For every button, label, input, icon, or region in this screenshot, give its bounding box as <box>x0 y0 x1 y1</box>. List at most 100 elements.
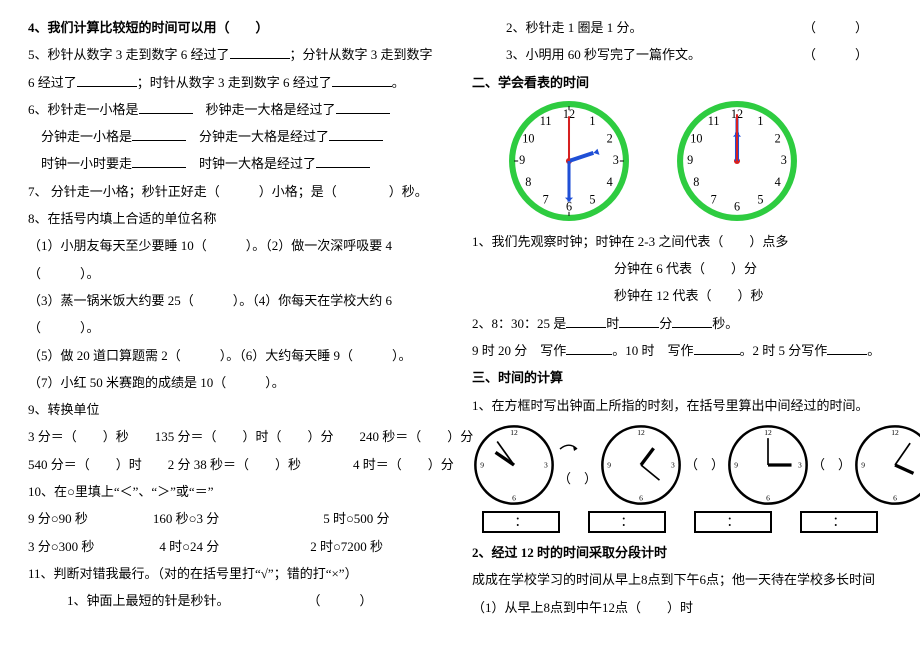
arrow-paren-1: （ ） <box>558 438 597 493</box>
q5-line2: 6 经过了；时针从数字 3 走到数字 6 经过了。 <box>28 69 458 96</box>
r830a: 2、8：30：25 是 <box>472 316 566 331</box>
r-830: 2、8：30：25 是 时 分 秒。 <box>472 310 908 337</box>
svg-text:9: 9 <box>687 153 693 167</box>
r3: 3、小明用 60 秒写完了一篇作文。 <box>506 47 701 62</box>
svg-text:10: 10 <box>522 131 534 145</box>
svg-text:9: 9 <box>861 460 865 469</box>
blank[interactable] <box>827 342 867 355</box>
svg-text:1: 1 <box>757 114 763 128</box>
section-3-title: 三、时间的计算 <box>472 364 908 391</box>
svg-text:4: 4 <box>607 175 613 189</box>
blank[interactable] <box>139 101 193 114</box>
rw3: 。2 时 5 分写作 <box>740 343 828 358</box>
q9a: 3 分＝（ ）秒 135 分＝（ ）时（ ）分 240 秒＝（ ）分 <box>28 423 458 450</box>
obs-2: 分钟在 6 代表（ ）分 <box>472 255 908 282</box>
sep: ： <box>832 508 845 535</box>
blank[interactable] <box>77 74 137 87</box>
section-2-title: 二、学会看表的时间 <box>472 69 908 96</box>
svg-text:3: 3 <box>671 460 675 469</box>
svg-text:2: 2 <box>775 131 781 145</box>
blank[interactable] <box>619 315 659 328</box>
paren[interactable]: （ ） <box>803 14 868 41</box>
svg-text:3: 3 <box>613 153 619 167</box>
svg-text:6: 6 <box>893 493 897 502</box>
svg-text:12: 12 <box>764 428 772 437</box>
q6a: 6、秒针走一小格是 <box>28 102 139 117</box>
green-clocks-row: 1212 345 678 91011 1212 345 <box>472 100 908 222</box>
r2: 2、秒针走 1 圈是 1 分。 <box>506 20 643 35</box>
blank[interactable] <box>694 342 740 355</box>
paren[interactable]: （ ） <box>803 41 868 68</box>
svg-text:5: 5 <box>757 192 763 206</box>
clock-bw-2: 12 3 6 9 <box>599 423 683 507</box>
blank[interactable] <box>329 128 383 141</box>
svg-text:3: 3 <box>781 153 787 167</box>
q4: 4、我们计算比较短的时间可以用（ ） <box>28 14 458 41</box>
blank[interactable] <box>316 155 370 168</box>
q5b: ；分针从数字 3 走到数字 <box>290 47 433 62</box>
clock-green-2: 1212 345 678 91011 <box>676 100 798 222</box>
q5a: 5、秒针从数字 3 走到数字 6 经过了 <box>28 47 230 62</box>
arrow-paren-2: （ ） <box>685 451 724 478</box>
q5d: ；时针从数字 3 走到数字 6 经过了 <box>137 75 332 90</box>
svg-text:9: 9 <box>519 153 525 167</box>
q9b: 540 分＝（ ）时 2 分 38 秒＝（ ）秒 4 时＝（ ）分 <box>28 451 458 478</box>
svg-text:8: 8 <box>693 175 699 189</box>
q6b: 秒钟走一大格是经过了 <box>193 102 336 117</box>
blank[interactable] <box>230 46 290 59</box>
blank[interactable] <box>132 155 186 168</box>
r830b: 时 <box>606 316 619 331</box>
q8-1: （1）小朋友每天至少要睡 10（ ）。（2）做一次深呼吸要 4 <box>28 232 458 259</box>
svg-text:3: 3 <box>798 460 802 469</box>
q8-1b: （ ）。 <box>28 260 458 287</box>
q9: 9、转换单位 <box>28 396 458 423</box>
q11-1: 1、钟面上最短的针是秒针。 （ ） <box>28 587 458 614</box>
svg-text:6: 6 <box>734 199 740 213</box>
svg-text:11: 11 <box>540 114 552 128</box>
clock-green-1: 1212 345 678 91011 <box>508 100 630 222</box>
q6f: 时钟一大格是经过了 <box>186 156 316 171</box>
clock-bw-1: 12369 <box>472 423 556 507</box>
svg-text:3: 3 <box>544 460 548 469</box>
time-boxes-row: ： ： ： ： <box>472 511 908 533</box>
svg-text:9: 9 <box>480 460 484 469</box>
seg-2: （1）从早上8点到中午12点（ ）时 <box>472 594 908 621</box>
q8-3: （3）蒸一锅米饭大约要 25（ ）。（4）你每天在学校大约 6 <box>28 287 458 314</box>
svg-text:2: 2 <box>607 131 613 145</box>
arrow-icon <box>558 442 580 456</box>
blank[interactable] <box>566 342 612 355</box>
judge-2: 2、秒针走 1 圈是 1 分。 （ ） <box>472 14 908 41</box>
q6c: 分钟走一小格是 <box>28 129 132 144</box>
r830c: 分 <box>659 316 672 331</box>
q10: 10、在○里填上“＜”、“＞”或“＝” <box>28 478 458 505</box>
svg-text:6: 6 <box>639 493 643 502</box>
svg-text:9: 9 <box>607 460 611 469</box>
clock-bw-3: 12369 <box>726 423 810 507</box>
blank[interactable] <box>566 315 606 328</box>
blank[interactable] <box>132 128 186 141</box>
period: 。 <box>392 75 405 90</box>
svg-text:8: 8 <box>525 175 531 189</box>
svg-text:12: 12 <box>891 428 899 437</box>
r830d: 秒。 <box>712 316 738 331</box>
blank[interactable] <box>332 74 392 87</box>
time-box-3[interactable]: ： <box>694 511 772 533</box>
time-box-1[interactable]: ： <box>482 511 560 533</box>
q6d: 分钟走一大格是经过了 <box>186 129 329 144</box>
q6-line2: 分钟走一小格是 分钟走一大格是经过了 <box>28 123 458 150</box>
svg-text:12: 12 <box>637 428 645 437</box>
time-box-2[interactable]: ： <box>588 511 666 533</box>
q10a: 9 分○90 秒 160 秒○3 分 5 时○500 分 <box>28 505 458 532</box>
blank[interactable] <box>672 315 712 328</box>
sep: ： <box>726 508 739 535</box>
svg-text:1: 1 <box>589 114 595 128</box>
q8-3b: （ ）。 <box>28 314 458 341</box>
q11: 11、判断对错我最行。（对的在括号里打“√”；错的打“×”） <box>28 560 458 587</box>
time-box-4[interactable]: ： <box>800 511 878 533</box>
q7: 7、 分针走一小格；秒针正好走（ ）小格；是（ ）秒。 <box>28 178 458 205</box>
blank[interactable] <box>336 101 390 114</box>
q8-7: （7）小红 50 米赛跑的成绩是 10（ ）。 <box>28 369 458 396</box>
svg-text:10: 10 <box>690 131 702 145</box>
clock-bw-4: 12369 <box>853 423 920 507</box>
seg-1: 成成在学校学习的时间从早上8点到下午6点；他一天待在学校多长时间 <box>472 566 908 593</box>
